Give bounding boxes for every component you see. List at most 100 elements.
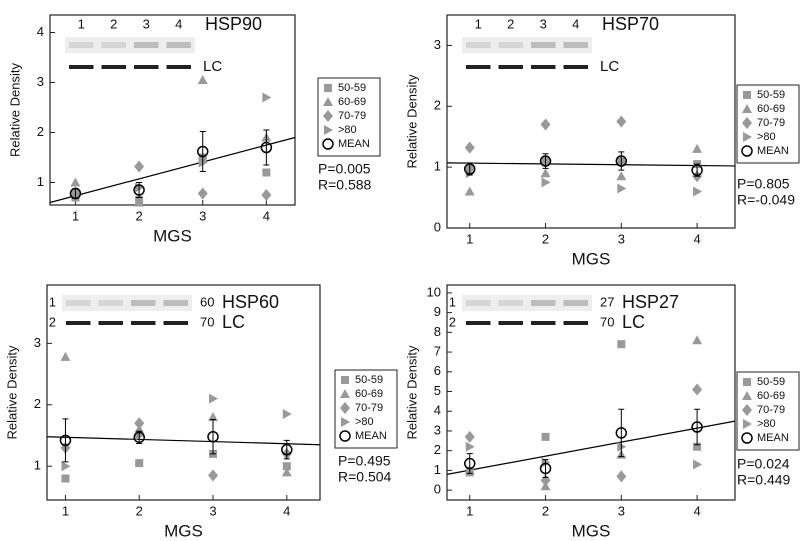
marker-diamond [540,118,551,131]
annotation: P=0.005 [318,161,371,177]
marker-triangle [70,177,81,187]
y-tick-label: 9 [434,304,441,319]
marker-circle [463,163,476,175]
plot-frame [446,14,736,229]
marker-triangle [742,391,752,400]
error-bar [694,163,701,177]
marker-circle [69,187,82,200]
marker-diamond [464,141,475,154]
blot-band [166,65,191,69]
marker-circle [691,421,703,433]
blot-band [563,321,588,325]
y-axis-label: Relative Density [4,345,19,439]
marker-triangle [541,177,551,188]
marker-triangle [134,197,145,207]
marker-triangle [262,92,272,103]
marker-circle [615,427,628,439]
legend-label: 70-79 [757,117,785,129]
legend-label: 60-69 [338,96,366,108]
marker-square [282,462,291,471]
blot-band [131,300,156,306]
annotation: P=0.024 [737,456,790,472]
y-axis-label: Relative Density [404,345,419,439]
marker-triangle [743,419,752,429]
y-axis-label: Relative Density [7,63,22,157]
marker-triangle [281,467,292,477]
x-tick-label: 3 [618,503,625,518]
blot-band [98,300,123,306]
legend-label: >80 [757,131,776,143]
marker-triangle [60,351,71,361]
legend-label: >80 [757,418,776,430]
marker-diamond [134,160,145,173]
legend-label: 50-59 [338,82,366,94]
protein-label: HSP90 [205,14,262,34]
blot-band [66,300,91,306]
marker-triangle [324,125,333,135]
control-label: LC [622,312,645,332]
marker-circle [133,184,145,196]
y-tick-label: 1 [34,458,41,473]
x-axis-label: MGS [572,521,611,540]
y-tick-label: 1 [434,159,441,174]
blot-band [101,42,126,48]
x-tick-label: 1 [466,231,473,246]
marker-circle [260,141,273,154]
panel: 0 1 2 3 1 2 3 4 MGS Relative Density 1 2 3 4 HSP70 LC 50… [404,14,800,268]
blot-band [498,42,523,48]
blot-band [69,65,94,69]
blot-band [66,321,91,325]
y-tick-label: 4 [434,403,441,418]
row-tag: 60 [200,294,214,309]
legend-label: MEAN [757,432,789,444]
y-tick-label: 2 [434,98,441,113]
marker-circle [691,164,703,176]
legend-label: >80 [338,124,357,136]
row-label: 2 [49,314,56,329]
marker-diamond [261,189,272,201]
marker-square [541,432,550,441]
blot-background [462,295,592,311]
x-tick-label: 4 [263,208,270,223]
marker-diamond [616,115,627,128]
marker-diamond [742,117,752,129]
annotation: R=-0.049 [737,192,795,208]
marker-diamond [616,470,627,483]
lane-label: 2 [110,16,117,31]
marker-circle [207,430,219,443]
marker-triangle [692,335,703,345]
error-bar [694,408,701,446]
marker-circle [322,138,334,150]
blot-band [134,42,159,48]
blot-band [466,42,491,48]
marker-circle [741,145,753,157]
legend-label: MEAN [355,430,387,442]
blot-background [462,37,592,53]
lane-label: 2 [507,16,514,31]
x-tick-label: 1 [72,208,79,223]
legend-label: 50-59 [757,89,785,101]
y-tick-label: 4 [37,24,44,39]
lane-label: 4 [572,16,579,31]
x-tick-label: 1 [466,503,473,518]
marker-triangle [464,186,475,196]
marker-square [617,340,626,349]
marker-circle [615,155,628,167]
marker-diamond [208,469,219,482]
legend-label: 60-69 [355,388,383,400]
error-bar [62,418,69,463]
y-tick-label: 1 [37,174,44,189]
legend-label: >80 [355,416,374,428]
blot-band [101,65,126,69]
x-tick-label: 2 [135,208,142,223]
marker-circle [339,430,351,442]
x-tick-label: 3 [618,231,625,246]
legend-label: 70-79 [338,110,366,122]
marker-triangle [465,441,475,452]
y-tick-label: 3 [37,74,44,89]
marker-triangle [742,104,752,113]
marker-square [743,378,751,386]
y-axis-label: Relative Density [404,74,419,168]
